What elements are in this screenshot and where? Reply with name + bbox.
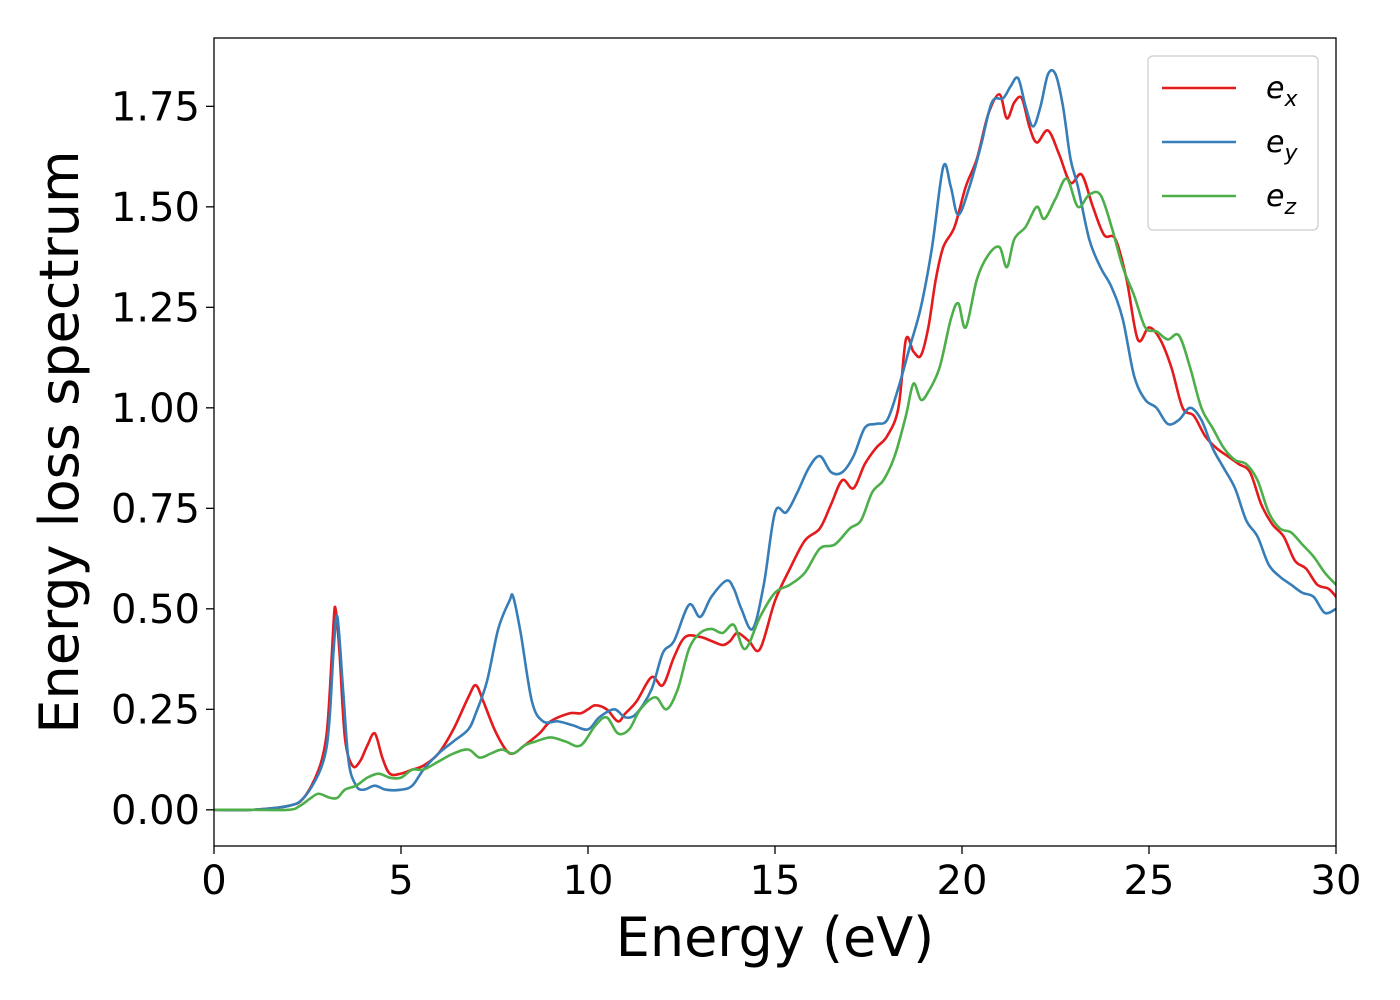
y-axis-title: Energy loss spectrum (28, 150, 91, 733)
x-tick-label: 5 (388, 858, 413, 904)
legend-label-ey: ey (1266, 125, 1298, 166)
x-tick-label: 15 (750, 858, 801, 904)
y-tick-label: 1.50 (111, 185, 200, 231)
x-tick-label: 10 (563, 858, 614, 904)
y-tick-label: 1.00 (111, 386, 200, 432)
series-line-ey (214, 68, 1336, 812)
y-tick-label: 0.75 (111, 486, 200, 532)
x-axis-title: Energy (eV) (616, 906, 935, 969)
legend: ex ey ez (1147, 55, 1319, 231)
series-line-ez (214, 177, 1336, 812)
y-tick-label: 0.50 (111, 587, 200, 633)
y-tick-label: 0.25 (111, 687, 200, 733)
x-tick-label: 0 (201, 858, 226, 904)
series-layer (214, 68, 1336, 812)
y-tick-label: 1.25 (111, 285, 200, 331)
y-tick-label: 0.00 (111, 788, 200, 834)
x-tick-label: 20 (937, 858, 988, 904)
legend-label-ez: ez (1266, 179, 1296, 220)
y-axis: 0.00 0.25 0.50 0.75 1.00 1.25 1.50 1.75 (111, 84, 214, 834)
x-tick-label: 30 (1311, 858, 1362, 904)
x-axis: 0 5 10 15 20 25 30 (201, 846, 1361, 904)
x-tick-label: 25 (1124, 858, 1175, 904)
legend-label-ex: ex (1266, 71, 1298, 112)
y-tick-label: 1.75 (111, 84, 200, 130)
